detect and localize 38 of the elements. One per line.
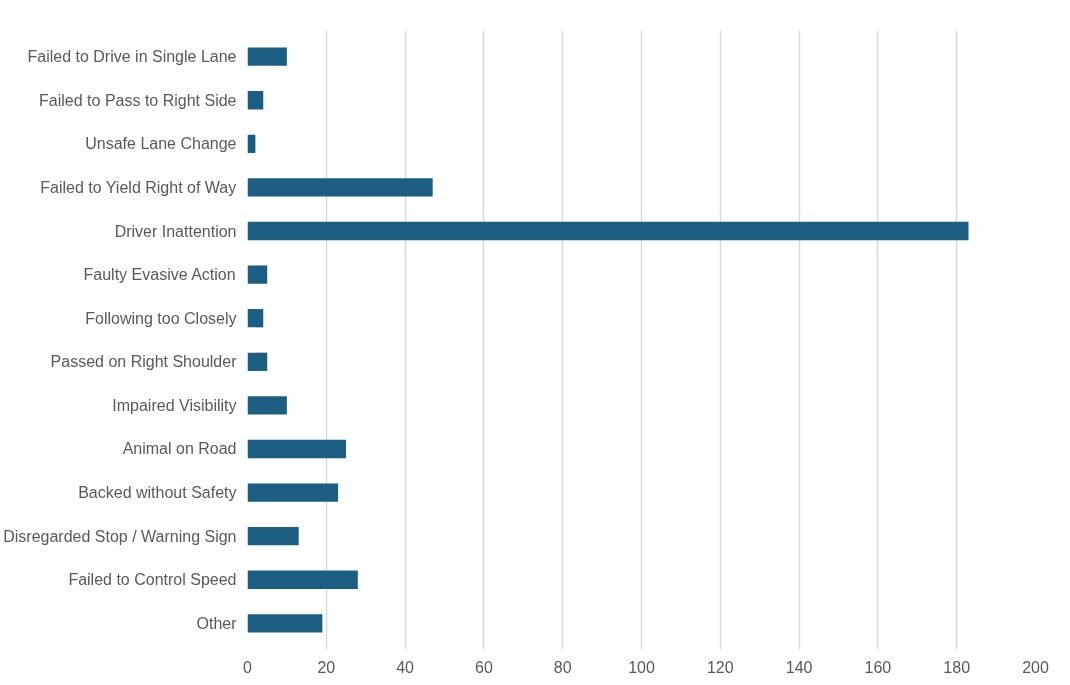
bar [247, 265, 268, 284]
y-tick-label: Failed to Pass to Right Side [39, 91, 237, 109]
x-tick-label: 140 [785, 658, 813, 676]
bar [247, 221, 969, 241]
bar [247, 178, 433, 197]
y-tick-label: Following too Closely [85, 309, 237, 327]
bar [247, 91, 264, 110]
x-tick-label: 160 [864, 658, 892, 676]
y-tick-label: Passed on Right Shoulder [50, 353, 238, 371]
y-tick-label: Failed to Control Speed [68, 571, 237, 589]
y-tick-label: Other [196, 614, 238, 632]
bar [247, 352, 268, 371]
bar [247, 570, 358, 589]
x-tick-label: 100 [628, 658, 655, 676]
x-tick-label: 60 [475, 658, 493, 676]
y-tick-label: Animal on Road [122, 440, 237, 458]
bar [247, 614, 323, 633]
bar [247, 309, 264, 328]
y-tick-label: Backed without Safety [78, 484, 237, 502]
x-tick-label: 20 [317, 658, 336, 676]
bar [247, 47, 287, 66]
x-tick-label: 40 [396, 658, 415, 676]
y-tick-label: Faulty Evasive Action [83, 266, 236, 284]
x-tick-label: 200 [1022, 658, 1049, 676]
y-tick-label: Driver Inattention [114, 222, 237, 240]
x-tick-label: 120 [706, 658, 734, 676]
x-tick-label: 80 [553, 658, 572, 676]
bar [247, 527, 299, 546]
y-tick-label: Failed to Yield Right of Way [40, 178, 237, 196]
bar [247, 483, 339, 502]
y-tick-label: Impaired Visibility [112, 396, 237, 414]
x-tick-label: 0 [243, 658, 253, 676]
y-tick-label: Failed to Drive in Single Lane [27, 48, 237, 66]
bar [247, 439, 346, 459]
bar [247, 396, 287, 415]
x-tick-label: 180 [943, 658, 971, 676]
y-tick-label: Disregarded Stop / Warning Sign [3, 527, 237, 545]
y-tick-label: Unsafe Lane Change [85, 135, 237, 153]
